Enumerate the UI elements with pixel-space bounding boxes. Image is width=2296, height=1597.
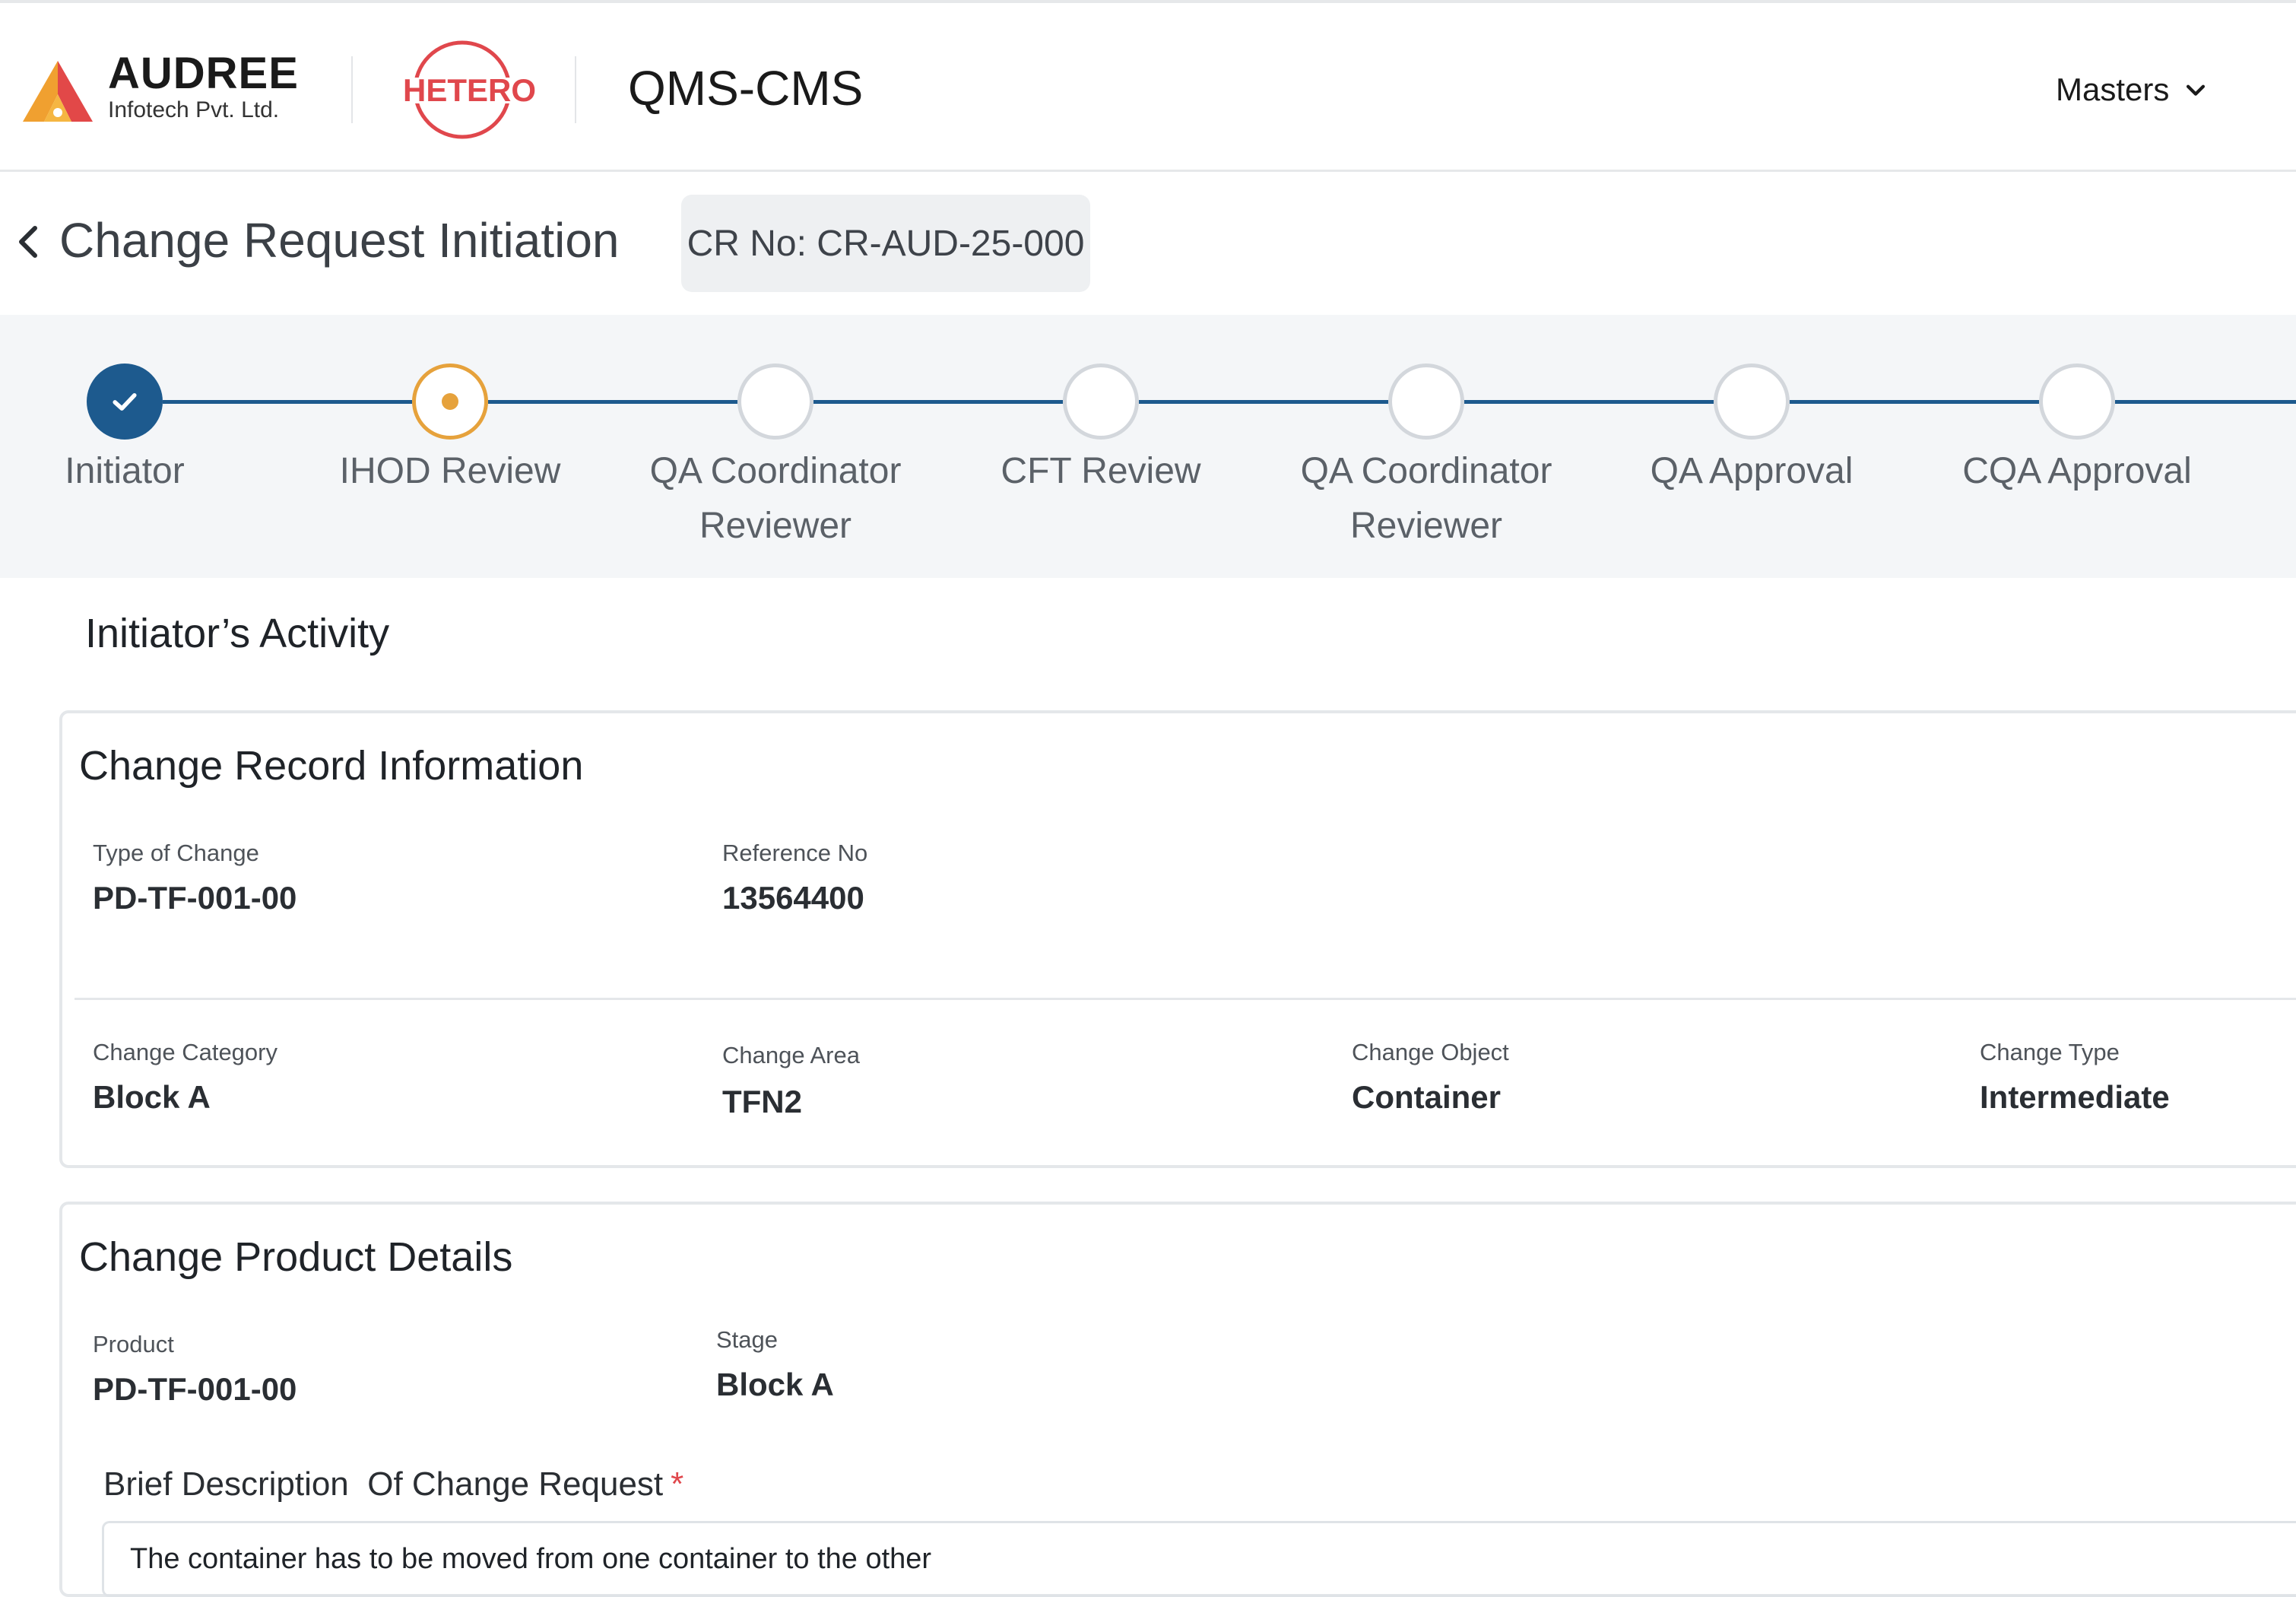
stepper-connector bbox=[2115, 400, 2296, 404]
change-object-label: Change Object bbox=[1352, 1039, 1509, 1065]
reference-no-value: 13564400 bbox=[722, 880, 864, 916]
type-of-change-label: Type of Change bbox=[93, 840, 259, 866]
stepper-connector bbox=[1139, 400, 1388, 404]
stepper-connector bbox=[163, 400, 412, 404]
step-indicator[interactable] bbox=[1714, 364, 1790, 440]
masters-menu[interactable]: Masters bbox=[2056, 71, 2209, 108]
stepper-connector bbox=[488, 400, 737, 404]
cr-number-badge: CR No: CR-AUD-25-000 bbox=[681, 195, 1090, 292]
header-divider bbox=[575, 56, 576, 123]
step-label: CQA Approval bbox=[1962, 451, 2192, 491]
step-label: QA Approval bbox=[1650, 451, 1854, 491]
stage-value: Block A bbox=[716, 1367, 834, 1402]
hetero-logo-text: HETERO bbox=[403, 72, 537, 108]
product-value: PD-TF-001-00 bbox=[93, 1371, 297, 1407]
step-label: QA Coordinator Reviewer bbox=[649, 451, 902, 546]
divider bbox=[75, 998, 2296, 1000]
change-product-card bbox=[59, 1202, 2296, 1597]
header-divider bbox=[351, 56, 353, 123]
change-type-label: Change Type bbox=[1980, 1039, 2120, 1065]
change-category-label: Change Category bbox=[93, 1039, 277, 1065]
stepper-connector bbox=[1790, 400, 2039, 404]
chevron-down-icon bbox=[2187, 84, 2206, 96]
hetero-ring-icon bbox=[400, 40, 525, 139]
stage-label: Stage bbox=[716, 1326, 779, 1353]
reference-no-label: Reference No bbox=[722, 840, 868, 866]
description-text: The container has to be moved from one c… bbox=[130, 1543, 932, 1575]
step-indicator[interactable] bbox=[87, 364, 163, 440]
step-indicator[interactable] bbox=[1388, 364, 1464, 440]
back-arrow-icon[interactable] bbox=[12, 221, 43, 263]
change-area-value: TFN2 bbox=[722, 1084, 802, 1119]
hetero-logo: HETERO bbox=[395, 37, 536, 143]
change-object-value: Container bbox=[1352, 1079, 1502, 1115]
app-title: QMS-CMS bbox=[628, 61, 864, 116]
active-dot-icon bbox=[442, 393, 458, 410]
top-header: AUDREE Infotech Pvt. Ltd. HETERO QMS-CMS… bbox=[0, 0, 2296, 172]
step-label: QA Coordinator Reviewer bbox=[1300, 451, 1552, 546]
change-product-title: Change Product Details bbox=[79, 1234, 513, 1280]
section-heading: Initiator’s Activity bbox=[85, 611, 390, 656]
step-label: CFT Review bbox=[1001, 451, 1201, 491]
description-label: Brief Description Of Change Request * bbox=[103, 1468, 683, 1501]
change-record-title: Change Record Information bbox=[79, 743, 584, 789]
brand-subtitle: Infotech Pvt. Ltd. bbox=[108, 97, 280, 122]
step-indicator[interactable] bbox=[2039, 364, 2115, 440]
required-asterisk: * bbox=[671, 1465, 684, 1503]
product-label: Product bbox=[93, 1331, 174, 1357]
title-bar bbox=[0, 172, 2296, 315]
audree-logo-icon bbox=[23, 61, 93, 122]
page-title: Change Request Initiation bbox=[59, 213, 620, 268]
step-indicator[interactable] bbox=[1063, 364, 1139, 440]
change-category-value: Block A bbox=[93, 1079, 211, 1115]
description-textarea[interactable]: The container has to be moved from one c… bbox=[102, 1521, 2296, 1597]
description-label-text: Brief Description Of Change Request bbox=[103, 1465, 664, 1503]
step-label: IHOD Review bbox=[339, 451, 561, 491]
stepper-connector bbox=[813, 400, 1063, 404]
step-indicator[interactable] bbox=[412, 364, 488, 440]
step-indicator[interactable] bbox=[737, 364, 813, 440]
type-of-change-value: PD-TF-001-00 bbox=[93, 880, 297, 916]
stepper-connector bbox=[1464, 400, 1714, 404]
change-area-label: Change Area bbox=[722, 1042, 860, 1068]
change-type-value: Intermediate bbox=[1980, 1079, 2170, 1115]
brand-name: AUDREE bbox=[108, 49, 299, 98]
step-label: Initiator bbox=[65, 451, 185, 491]
change-record-card bbox=[59, 710, 2296, 1168]
workflow-stepper bbox=[0, 315, 2296, 578]
check-icon bbox=[113, 393, 137, 411]
masters-menu-label: Masters bbox=[2056, 71, 2170, 107]
